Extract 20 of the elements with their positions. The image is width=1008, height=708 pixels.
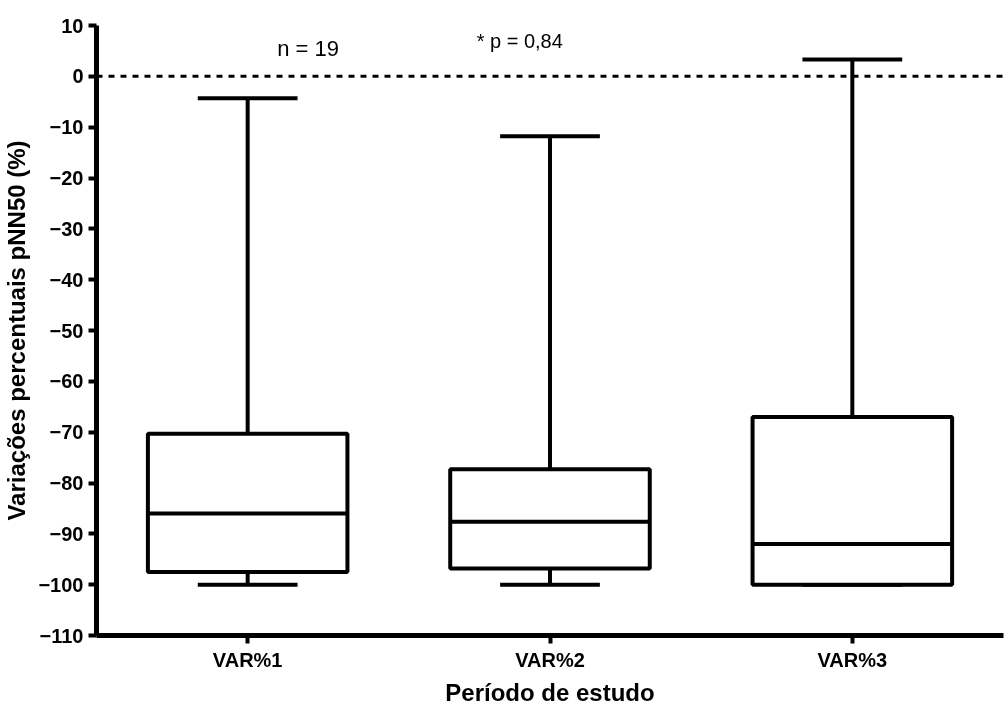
y-tick-label: −20: [49, 167, 84, 189]
y-tick-label: −100: [38, 573, 84, 596]
y-tick-label: −110: [39, 624, 84, 647]
x-axis-title: Período de estudo: [445, 678, 655, 706]
annotation: n = 19: [277, 35, 340, 61]
y-tick-label: −10: [49, 116, 84, 139]
annotation: * p = 0,84: [476, 29, 563, 52]
y-tick-label: −80: [49, 472, 84, 494]
y-axis-title: Variações percentuais pNN50 (%): [3, 140, 31, 521]
y-tick-label: −90: [49, 522, 84, 545]
y-tick-label: −40: [49, 268, 84, 291]
x-tick-label: VAR%1: [212, 648, 283, 671]
y-tick-label: −30: [49, 217, 84, 240]
y-tick-label: −50: [49, 319, 84, 342]
y-tick-label: 10: [61, 14, 84, 37]
y-tick-label: −70: [49, 421, 84, 444]
y-tick-label: −60: [49, 370, 84, 393]
x-tick-label: VAR%3: [817, 648, 888, 671]
y-tick-label: 0: [72, 65, 84, 88]
x-tick-label: VAR%2: [515, 648, 585, 671]
